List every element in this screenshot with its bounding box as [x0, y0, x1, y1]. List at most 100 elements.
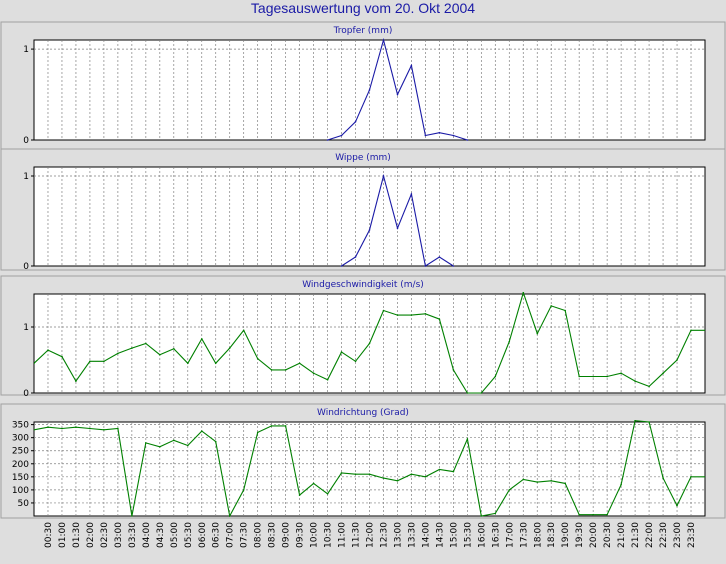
data-point — [676, 359, 678, 361]
x-axis: 00:30 01:00 01:30 02:00 02:30 03:00 03:30 04:00… — [44, 522, 697, 548]
data-point — [284, 369, 287, 371]
data-point — [410, 473, 413, 476]
data-point — [354, 121, 357, 123]
x-tick-label: 10:30 — [324, 522, 334, 548]
y-tick-label: 1 — [23, 172, 29, 182]
data-point — [606, 513, 608, 516]
data-point — [536, 481, 539, 483]
data-point — [47, 349, 49, 351]
data-point — [676, 504, 678, 507]
x-tick-label: 14:00 — [421, 522, 431, 548]
data-point — [89, 360, 91, 363]
data-point — [382, 175, 385, 177]
data-point — [326, 379, 329, 381]
x-tick-label: 23:00 — [673, 522, 683, 548]
data-point — [312, 482, 315, 485]
x-tick-label: 12:30 — [380, 522, 390, 548]
data-point — [270, 425, 273, 427]
data-point — [382, 477, 385, 479]
x-tick-label: 13:00 — [394, 522, 404, 548]
data-point — [173, 348, 175, 350]
data-point — [340, 351, 343, 353]
y-tick-label: 300 — [12, 434, 29, 444]
data-point — [228, 515, 231, 517]
data-point — [214, 362, 217, 365]
x-tick-label: 13:30 — [407, 522, 417, 548]
data-point — [131, 347, 133, 349]
x-tick-label: 17:30 — [519, 522, 529, 548]
x-tick-label: 19:00 — [561, 522, 571, 548]
data-point — [550, 305, 552, 307]
y-tick-label: 250 — [12, 447, 29, 457]
data-point — [438, 131, 441, 134]
data-point — [480, 515, 483, 517]
data-point — [242, 489, 245, 491]
data-point — [648, 385, 650, 388]
data-point — [145, 442, 147, 444]
data-point — [340, 265, 343, 267]
data-point — [438, 468, 441, 471]
data-point — [117, 352, 119, 355]
chart-panel-2: Wippe (mm) 0 1 — [0, 148, 726, 272]
data-point — [368, 229, 371, 231]
x-tick-label: 16:30 — [491, 522, 501, 548]
data-point — [410, 193, 413, 195]
data-point — [340, 134, 343, 137]
data-point — [242, 329, 245, 332]
data-point — [298, 362, 301, 365]
data-point — [424, 476, 427, 478]
x-tick-label: 08:00 — [254, 522, 264, 548]
x-tick-label: 01:00 — [58, 522, 68, 548]
x-tick-label: 08:30 — [268, 522, 278, 548]
data-point — [424, 134, 427, 137]
data-point — [228, 347, 231, 349]
data-point — [578, 375, 580, 378]
x-tick-label: 06:00 — [198, 522, 208, 548]
data-point — [452, 134, 455, 137]
data-point — [256, 431, 259, 434]
data-point — [438, 318, 441, 320]
x-tick-label: 09:00 — [282, 522, 292, 548]
x-tick-label: 15:00 — [449, 522, 459, 548]
data-point — [424, 313, 427, 315]
x-tick-label: 15:30 — [463, 522, 473, 548]
data-point — [662, 477, 664, 479]
data-point — [396, 480, 399, 482]
y-tick-label: 1 — [23, 323, 29, 333]
data-point — [396, 227, 399, 229]
x-tick-label: 01:30 — [72, 522, 82, 548]
chart-panel-4: Windrichtung (Grad) 50 100 150 200 250 300 350 — [0, 403, 726, 519]
x-tick-label: 06:30 — [212, 522, 222, 548]
data-point — [131, 515, 133, 517]
data-point — [61, 427, 63, 430]
data-point — [61, 355, 63, 358]
data-point — [34, 362, 35, 365]
data-point — [550, 480, 552, 482]
data-point — [47, 426, 49, 429]
chart-panel-3: Windgeschwindigkeit (m/s) 0 1 — [0, 275, 726, 399]
data-point — [536, 332, 539, 335]
data-point — [89, 427, 91, 430]
chart-title: Windgeschwindigkeit (m/s) — [302, 280, 424, 290]
x-tick-label: 20:30 — [603, 522, 613, 548]
data-point — [592, 375, 594, 378]
data-point — [508, 340, 511, 343]
chart-title: Wippe (mm) — [335, 153, 391, 163]
x-tick-label: 11:30 — [352, 522, 362, 548]
x-tick-label: 18:30 — [547, 522, 557, 548]
data-point — [145, 342, 147, 345]
x-tick-label: 20:00 — [589, 522, 599, 548]
y-tick-label: 0 — [23, 136, 29, 146]
y-tick-label: 350 — [12, 421, 29, 431]
data-point — [368, 89, 371, 91]
data-point — [494, 375, 497, 378]
x-tick-label: 17:00 — [505, 522, 515, 548]
data-point — [368, 342, 371, 345]
data-point — [326, 493, 329, 495]
data-point — [466, 392, 469, 394]
data-point — [382, 309, 385, 312]
data-point — [354, 256, 357, 258]
data-point — [75, 380, 77, 382]
data-point — [522, 292, 525, 294]
